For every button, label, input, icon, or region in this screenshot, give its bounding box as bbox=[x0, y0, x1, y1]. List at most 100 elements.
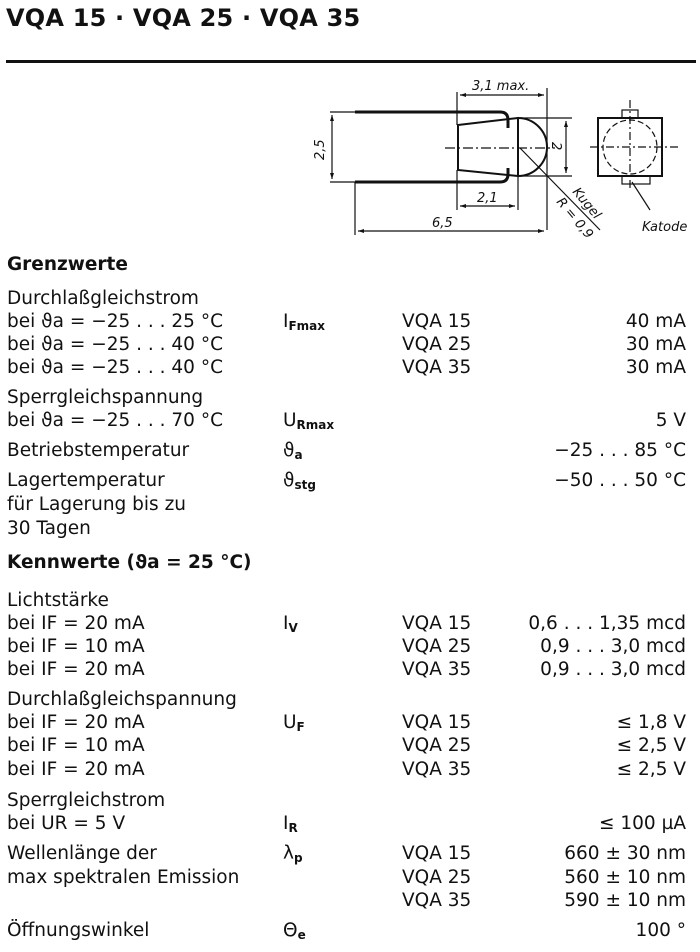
device-type: VQA 25 bbox=[402, 636, 472, 657]
device-type: VQA 35 bbox=[402, 759, 472, 780]
symbol-main: U bbox=[283, 410, 297, 431]
spec-row: VQA 35 590 ± 10 nm bbox=[0, 889, 700, 913]
spec-value: ≤ 2,5 V bbox=[616, 735, 686, 756]
device-type: VQA 25 bbox=[402, 735, 472, 756]
spec-value: 660 ± 30 nm bbox=[564, 843, 686, 864]
spec-label: bei IF = 20 mA bbox=[7, 712, 145, 733]
spec-label: bei ϑa = −25 . . . 40 °C bbox=[7, 334, 223, 355]
symbol-subscript: V bbox=[288, 621, 298, 635]
symbol-subscript: a bbox=[294, 448, 303, 462]
spec-value: 590 ± 10 nm bbox=[564, 890, 686, 911]
dim-body: 2,1 bbox=[477, 191, 498, 206]
device-type: VQA 35 bbox=[402, 357, 472, 378]
device-type: VQA 25 bbox=[402, 334, 472, 355]
spec-value: 0,9 . . . 3,0 mcd bbox=[540, 659, 686, 680]
spec-symbol: ϑa bbox=[283, 439, 303, 467]
device-type: VQA 15 bbox=[402, 712, 472, 733]
spec-value: −25 . . . 85 °C bbox=[554, 440, 686, 461]
spec-value: ≤ 100 µA bbox=[599, 813, 686, 834]
spec-row: max spektralen Emission VQA 25 560 ± 10 nm bbox=[0, 866, 700, 890]
spec-label: Kennwerte (ϑa = 25 °C) bbox=[7, 552, 252, 573]
symbol-subscript: e bbox=[297, 928, 306, 942]
spec-row: bei IF = 10 mA VQA 25 0,9 . . . 3,0 mcd bbox=[0, 635, 700, 659]
spec-label: Betriebstemperatur bbox=[7, 440, 190, 461]
spec-row: bei IF = 20 mA VQA 35 ≤ 2,5 V bbox=[0, 758, 700, 782]
spec-value: 0,6 . . . 1,35 mcd bbox=[528, 613, 686, 634]
spec-label: Sperrgleichspannung bbox=[7, 387, 204, 408]
spec-value: ≤ 1,8 V bbox=[616, 712, 686, 733]
spec-row: bei ϑa = −25 . . . 70 °C URmax 5 V bbox=[0, 409, 700, 433]
device-type: VQA 35 bbox=[402, 659, 472, 680]
spec-label: für Lagerung bis zu bbox=[7, 494, 187, 515]
spec-value: 0,9 . . . 3,0 mcd bbox=[540, 636, 686, 657]
section-heading: Kennwerte (ϑa = 25 °C) bbox=[0, 551, 700, 575]
spec-row: für Lagerung bis zu bbox=[0, 493, 700, 517]
spec-label: bei IF = 10 mA bbox=[7, 636, 145, 657]
spec-value: 30 mA bbox=[625, 357, 686, 378]
spec-label: Durchlaßgleichstrom bbox=[7, 288, 199, 309]
symbol-main: ϑ bbox=[283, 470, 295, 491]
spec-row: bei ϑa = −25 . . . 25 °C IFmax VQA 15 40 mA bbox=[0, 310, 700, 334]
spec-row: Durchlaßgleichspannung bbox=[0, 688, 700, 712]
device-type: VQA 35 bbox=[402, 890, 472, 911]
dim-length-max: 3,1 max. bbox=[472, 79, 529, 94]
symbol-main: λ bbox=[283, 843, 294, 864]
page-title: VQA 15 · VQA 25 · VQA 35 bbox=[6, 4, 361, 32]
spec-value: 5 V bbox=[655, 410, 686, 431]
spec-label: bei IF = 10 mA bbox=[7, 735, 145, 756]
spec-value: 100 ° bbox=[635, 920, 686, 941]
symbol-subscript: Fmax bbox=[288, 319, 326, 333]
spec-row: Sperrgleichspannung bbox=[0, 386, 700, 410]
spec-row: Wellenlänge der λp VQA 15 660 ± 30 nm bbox=[0, 842, 700, 866]
spec-label: bei ϑa = −25 . . . 40 °C bbox=[7, 357, 223, 378]
package-drawing: 3,1 max. 2,5 2 2,1 6,5 Kugel R = 0,9 Kat… bbox=[313, 79, 687, 242]
spec-row: bei ϑa = −25 . . . 40 °C VQA 35 30 mA bbox=[0, 356, 700, 380]
section-heading: Grenzwerte bbox=[0, 253, 700, 277]
spec-row: Durchlaßgleichstrom bbox=[0, 287, 700, 311]
spec-row: 30 Tagen bbox=[0, 517, 700, 541]
spec-row: bei ϑa = −25 . . . 40 °C VQA 25 30 mA bbox=[0, 333, 700, 357]
symbol-main: U bbox=[283, 712, 297, 733]
dim-diameter: 2 bbox=[548, 142, 563, 150]
spec-row: Lichtstärke bbox=[0, 589, 700, 613]
spec-symbol: IV bbox=[283, 612, 298, 640]
spec-value: 30 mA bbox=[625, 334, 686, 355]
spec-label: 30 Tagen bbox=[7, 518, 91, 539]
dim-total: 6,5 bbox=[432, 216, 453, 231]
symbol-subscript: Rmax bbox=[296, 418, 335, 432]
spec-label: bei IF = 20 mA bbox=[7, 759, 145, 780]
spec-symbol: Θe bbox=[283, 919, 306, 947]
spec-label: Öffnungswinkel bbox=[7, 920, 150, 941]
cathode-label: Katode bbox=[642, 220, 687, 235]
spec-value: 560 ± 10 nm bbox=[564, 867, 686, 888]
symbol-main: I bbox=[283, 613, 289, 634]
spec-symbol: URmax bbox=[283, 409, 334, 437]
spec-value: ≤ 2,5 V bbox=[616, 759, 686, 780]
spec-label: Grenzwerte bbox=[7, 254, 128, 275]
spec-symbol: IFmax bbox=[283, 310, 325, 338]
symbol-subscript: F bbox=[296, 720, 305, 734]
symbol-main: Θ bbox=[283, 920, 298, 941]
spec-row: bei UR = 5 V IR ≤ 100 µA bbox=[0, 812, 700, 836]
spec-row: Betriebstemperatur ϑa −25 . . . 85 °C bbox=[0, 439, 700, 463]
symbol-main: I bbox=[283, 813, 289, 834]
spec-label: bei IF = 20 mA bbox=[7, 613, 145, 634]
title-rule bbox=[6, 60, 696, 63]
spec-label: Sperrgleichstrom bbox=[7, 790, 166, 811]
spec-label: bei UR = 5 V bbox=[7, 813, 126, 834]
spec-row: bei IF = 20 mA VQA 35 0,9 . . . 3,0 mcd bbox=[0, 658, 700, 682]
spec-row: bei IF = 10 mA VQA 25 ≤ 2,5 V bbox=[0, 734, 700, 758]
spec-label: Durchlaßgleichspannung bbox=[7, 689, 237, 710]
spec-row: Öffnungswinkel Θe 100 ° bbox=[0, 919, 700, 943]
symbol-subscript: p bbox=[293, 851, 303, 865]
device-type: VQA 15 bbox=[402, 311, 472, 332]
spec-value: 40 mA bbox=[625, 311, 686, 332]
device-type: VQA 15 bbox=[402, 613, 472, 634]
spec-row: Sperrgleichstrom bbox=[0, 789, 700, 813]
spec-symbol: ϑstg bbox=[283, 469, 316, 497]
symbol-subscript: R bbox=[288, 821, 298, 835]
symbol-main: ϑ bbox=[283, 440, 295, 461]
spec-value: −50 . . . 50 °C bbox=[554, 470, 686, 491]
spec-label: max spektralen Emission bbox=[7, 867, 240, 888]
device-type: VQA 15 bbox=[402, 843, 472, 864]
